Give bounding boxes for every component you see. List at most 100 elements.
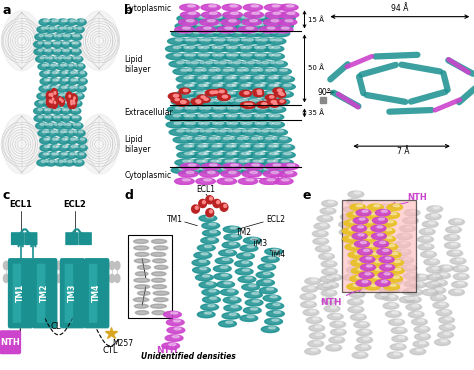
Ellipse shape	[225, 27, 233, 29]
Ellipse shape	[275, 76, 294, 83]
Ellipse shape	[404, 258, 410, 260]
Ellipse shape	[37, 26, 48, 33]
Ellipse shape	[379, 256, 394, 263]
Ellipse shape	[200, 15, 210, 22]
Ellipse shape	[250, 171, 257, 174]
Ellipse shape	[165, 335, 183, 341]
Ellipse shape	[233, 76, 252, 83]
Ellipse shape	[230, 227, 237, 229]
Circle shape	[192, 100, 203, 105]
Ellipse shape	[238, 38, 258, 44]
Ellipse shape	[227, 152, 235, 155]
Ellipse shape	[70, 153, 74, 155]
Ellipse shape	[317, 283, 333, 290]
Ellipse shape	[244, 253, 251, 256]
Ellipse shape	[345, 244, 361, 250]
Ellipse shape	[273, 311, 281, 313]
Circle shape	[200, 97, 210, 102]
Ellipse shape	[222, 46, 241, 52]
Circle shape	[70, 97, 76, 106]
Ellipse shape	[444, 332, 450, 334]
Circle shape	[67, 261, 72, 269]
Circle shape	[254, 91, 264, 97]
Ellipse shape	[152, 285, 166, 289]
Ellipse shape	[204, 152, 209, 155]
Ellipse shape	[75, 101, 80, 103]
Ellipse shape	[2, 11, 41, 71]
Ellipse shape	[34, 41, 45, 48]
Ellipse shape	[323, 284, 329, 286]
Circle shape	[181, 101, 186, 104]
Ellipse shape	[62, 63, 68, 70]
Ellipse shape	[209, 5, 217, 7]
Circle shape	[51, 89, 57, 99]
Ellipse shape	[270, 76, 281, 83]
Ellipse shape	[322, 298, 337, 304]
Ellipse shape	[46, 130, 57, 137]
Ellipse shape	[42, 48, 48, 55]
Ellipse shape	[255, 46, 259, 48]
Ellipse shape	[71, 56, 77, 63]
Ellipse shape	[190, 16, 194, 18]
Ellipse shape	[419, 275, 426, 277]
Ellipse shape	[287, 12, 295, 14]
Ellipse shape	[208, 238, 215, 240]
Ellipse shape	[217, 178, 237, 185]
Ellipse shape	[208, 53, 219, 60]
Ellipse shape	[56, 116, 61, 118]
Ellipse shape	[219, 152, 222, 155]
FancyBboxPatch shape	[24, 232, 37, 245]
Ellipse shape	[215, 168, 219, 170]
Circle shape	[257, 90, 261, 92]
Ellipse shape	[251, 106, 262, 113]
Ellipse shape	[272, 46, 280, 48]
Text: NTH: NTH	[156, 346, 178, 355]
Ellipse shape	[348, 237, 354, 239]
Ellipse shape	[56, 63, 67, 70]
Ellipse shape	[350, 314, 366, 320]
Ellipse shape	[78, 27, 82, 29]
Ellipse shape	[245, 54, 252, 56]
Ellipse shape	[196, 61, 206, 67]
Circle shape	[224, 204, 227, 207]
Ellipse shape	[393, 276, 400, 278]
Ellipse shape	[180, 46, 199, 52]
Circle shape	[183, 89, 188, 92]
Ellipse shape	[38, 49, 43, 51]
Ellipse shape	[352, 244, 358, 246]
Ellipse shape	[245, 137, 249, 139]
Ellipse shape	[152, 311, 165, 314]
Ellipse shape	[208, 31, 215, 33]
Ellipse shape	[202, 222, 219, 229]
Ellipse shape	[358, 268, 364, 270]
Ellipse shape	[48, 79, 50, 81]
Ellipse shape	[229, 99, 234, 101]
Ellipse shape	[390, 284, 396, 286]
Circle shape	[179, 88, 190, 94]
Ellipse shape	[75, 79, 78, 81]
Ellipse shape	[47, 86, 50, 88]
Ellipse shape	[221, 171, 240, 177]
Ellipse shape	[357, 226, 364, 228]
Ellipse shape	[283, 145, 291, 147]
Ellipse shape	[232, 38, 240, 41]
Ellipse shape	[386, 265, 392, 267]
Circle shape	[273, 103, 277, 105]
FancyBboxPatch shape	[32, 258, 57, 329]
Circle shape	[245, 103, 248, 105]
Ellipse shape	[185, 30, 205, 37]
Ellipse shape	[59, 94, 64, 96]
Ellipse shape	[78, 94, 82, 96]
Ellipse shape	[66, 101, 70, 103]
Ellipse shape	[274, 77, 279, 79]
Ellipse shape	[381, 293, 388, 296]
Ellipse shape	[320, 208, 336, 214]
Ellipse shape	[231, 91, 251, 98]
Ellipse shape	[195, 137, 203, 139]
Ellipse shape	[186, 84, 196, 90]
Ellipse shape	[186, 20, 194, 22]
Ellipse shape	[72, 130, 78, 137]
Ellipse shape	[45, 79, 49, 81]
Ellipse shape	[70, 48, 81, 55]
Ellipse shape	[247, 316, 254, 318]
